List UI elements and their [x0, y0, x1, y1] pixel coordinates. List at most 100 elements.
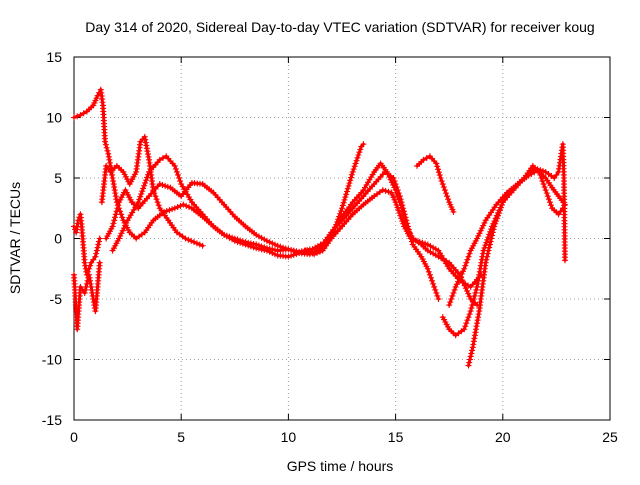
data-point [545, 196, 552, 203]
data-point [347, 177, 354, 184]
data-point [110, 220, 117, 227]
data-point [136, 196, 143, 203]
data-point [182, 235, 189, 242]
data-point [154, 199, 161, 206]
data-point [111, 217, 118, 224]
data-point [492, 220, 499, 227]
axes [73, 56, 611, 421]
data-point [234, 238, 241, 245]
data-point [489, 229, 496, 236]
data-point [360, 141, 367, 148]
data-point [258, 246, 265, 253]
data-point [494, 215, 501, 222]
data-point [543, 190, 550, 197]
data-point [266, 239, 273, 246]
data-point [496, 207, 503, 214]
data-point [93, 250, 100, 257]
data-point [544, 193, 551, 200]
data-point [394, 193, 401, 200]
data-point [159, 181, 166, 188]
data-point [113, 208, 120, 215]
data-point [433, 289, 440, 296]
data-point [139, 188, 146, 195]
data-point [466, 359, 473, 366]
x-tick-label: 10 [281, 429, 297, 445]
data-point [534, 166, 541, 173]
series-segment [372, 188, 385, 198]
data-point [488, 235, 495, 242]
data-point [441, 187, 448, 194]
data-point [433, 160, 440, 167]
data-point [484, 236, 491, 243]
series-segment [181, 203, 194, 210]
data-point [102, 141, 109, 148]
grid [74, 57, 610, 420]
data-point [395, 196, 402, 203]
data-point [420, 156, 427, 163]
series-track-a [71, 259, 103, 333]
data-point [103, 162, 110, 169]
data-point [394, 204, 401, 211]
data-point [463, 320, 470, 327]
data-point [135, 199, 142, 206]
data-point [93, 247, 100, 254]
data-point [396, 199, 403, 206]
y-tick-label: -15 [42, 412, 62, 428]
data-point [171, 205, 178, 212]
data-point [434, 163, 441, 170]
data-point [390, 181, 397, 188]
data-point [470, 296, 477, 302]
data-point [305, 248, 312, 255]
data-point [480, 222, 487, 229]
data-point [450, 289, 457, 296]
data-point [263, 247, 270, 254]
data-point [102, 138, 109, 145]
data-point [460, 279, 467, 286]
data-point [339, 205, 345, 212]
data-point [342, 194, 349, 201]
data-point [396, 209, 403, 216]
data-point [475, 232, 482, 239]
data-point [152, 193, 159, 200]
data-point [446, 302, 453, 309]
data-point [450, 208, 457, 215]
data-point [423, 155, 430, 162]
data-point [269, 240, 276, 247]
data-point [356, 149, 363, 156]
data-point [311, 251, 318, 258]
data-point [77, 283, 84, 290]
data-point [435, 169, 442, 176]
data-point [95, 241, 102, 248]
series-track-i [317, 160, 481, 309]
y-tick-label: 10 [46, 110, 62, 126]
data-point [478, 225, 485, 232]
data-point [384, 168, 391, 175]
data-point [349, 168, 356, 175]
data-point [542, 187, 549, 194]
data-points [71, 86, 568, 369]
data-point [96, 238, 103, 245]
data-point [346, 180, 353, 187]
data-point [483, 256, 490, 263]
data-point [112, 214, 119, 221]
data-point [385, 171, 392, 178]
data-point [302, 247, 309, 254]
data-point [109, 223, 116, 230]
data-point [464, 256, 471, 263]
data-point [392, 187, 399, 194]
data-point [553, 171, 560, 178]
data-point [448, 296, 455, 302]
y-tick-label: -5 [50, 291, 63, 307]
x-tick-label: 20 [495, 429, 511, 445]
data-point [344, 185, 351, 192]
y-axis-label: SDTVAR / TECUs [7, 182, 23, 294]
data-point [484, 253, 491, 260]
data-point [484, 250, 491, 257]
data-point [313, 250, 320, 257]
data-point [439, 181, 446, 188]
data-point [355, 152, 362, 159]
data-point [96, 235, 103, 242]
data-point [285, 253, 292, 260]
series-track-h [311, 187, 485, 290]
data-point [401, 217, 408, 224]
